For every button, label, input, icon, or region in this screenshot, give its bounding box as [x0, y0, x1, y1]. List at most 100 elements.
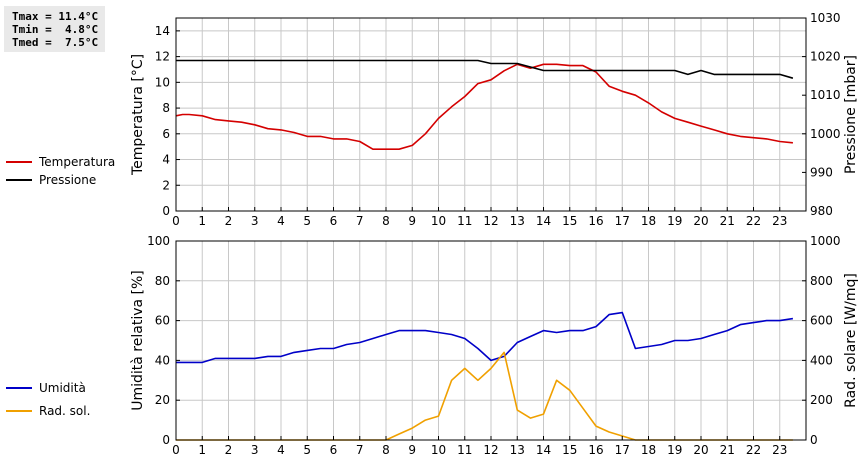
x-tick-label: 14: [536, 214, 551, 228]
legend-label-humidity: Umidità: [39, 381, 86, 395]
x-tick-label: 22: [746, 443, 761, 457]
legend-swatch-radiation: [6, 410, 32, 412]
x-tick-label: 20: [693, 214, 708, 228]
y2-tick-label: 1030: [810, 11, 841, 25]
y-tick-label: 0: [162, 204, 170, 218]
x-tick-label: 2: [225, 214, 233, 228]
y-tick-label: 6: [162, 127, 170, 141]
x-tick-label: 11: [457, 214, 472, 228]
x-tick-label: 4: [277, 443, 285, 457]
x-tick-label: 9: [408, 214, 416, 228]
y-axis-title: Umidità relativa [%]: [130, 270, 146, 411]
y-tick-label: 10: [155, 75, 170, 89]
x-tick-label: 23: [772, 443, 787, 457]
series-line-umidit: [176, 311, 794, 364]
x-tick-label: 19: [667, 214, 682, 228]
x-tick-label: 12: [483, 214, 498, 228]
x-tick-label: 18: [641, 443, 656, 457]
legend-swatch-pressure: [6, 179, 32, 181]
y-tick-label: 80: [155, 274, 170, 288]
stat-tmax: Tmax = 11.4°C: [12, 10, 99, 23]
y2-axis-title: Rad. solare [W/mq]: [843, 273, 859, 408]
x-tick-label: 10: [431, 214, 446, 228]
legend-item-temperature: Temperatura: [6, 154, 146, 170]
x-tick-label: 16: [588, 214, 603, 228]
x-tick-label: 3: [251, 443, 259, 457]
y2-axis-title: Pressione [mbar]: [843, 55, 859, 174]
y2-tick-label: 1010: [810, 88, 841, 102]
y2-tick-label: 1000: [810, 127, 841, 141]
x-tick-label: 23: [772, 214, 787, 228]
x-tick-label: 4: [277, 214, 285, 228]
x-tick-label: 5: [303, 214, 311, 228]
y2-tick-label: 980: [810, 204, 833, 218]
y2-tick-label: 1000: [810, 234, 841, 248]
series-line-pressione: [176, 59, 794, 79]
x-tick-label: 22: [746, 214, 761, 228]
x-tick-label: 1: [198, 214, 206, 228]
x-tick-label: 6: [330, 443, 338, 457]
x-tick-label: 1: [198, 443, 206, 457]
y2-tick-label: 0: [810, 433, 818, 447]
y-tick-label: 12: [155, 50, 170, 64]
y-tick-label: 20: [155, 393, 170, 407]
x-tick-label: 8: [382, 443, 390, 457]
series-line-rad-sol: [176, 351, 793, 441]
x-tick-label: 5: [303, 443, 311, 457]
y-tick-label: 0: [162, 433, 170, 447]
x-tick-label: 12: [483, 443, 498, 457]
x-tick-label: 11: [457, 443, 472, 457]
legend-item-pressure: Pressione: [6, 172, 146, 188]
chart-panel-1: 0 1 2 3 4 5 6 7 8 9 10 11 12 13 14 15 16 17 18 19 20 21 22 2302…: [130, 234, 859, 457]
y2-tick-label: 990: [810, 165, 833, 179]
legend-label-radiation: Rad. sol.: [39, 404, 91, 418]
x-tick-label: 15: [562, 214, 577, 228]
y-tick-label: 100: [147, 234, 170, 248]
legend-item-humidity: Umidità: [6, 380, 146, 396]
y2-tick-label: 400: [810, 353, 833, 367]
x-tick-label: 3: [251, 214, 259, 228]
legend-label-temperature: Temperatura: [39, 155, 116, 169]
chart-panel-0: 0 1 2 3 4 5 6 7 8 9 10 11 12 13 14 15 16 17 18 19 20 21 22 2302…: [130, 11, 859, 228]
y2-tick-label: 600: [810, 314, 833, 328]
y-tick-label: 4: [162, 153, 170, 167]
y2-tick-label: 1020: [810, 50, 841, 64]
y2-tick-label: 800: [810, 274, 833, 288]
legend-swatch-humidity: [6, 387, 32, 389]
x-tick-label: 13: [510, 443, 525, 457]
x-tick-label: 17: [615, 214, 630, 228]
y-tick-label: 60: [155, 314, 170, 328]
stats-box: Tmax = 11.4°C Tmin = 4.8°C Tmed = 7.5°C: [4, 6, 105, 52]
y-tick-label: 2: [162, 178, 170, 192]
y2-tick-label: 200: [810, 393, 833, 407]
y-axis-title: Temperatura [°C]: [130, 54, 146, 176]
y-tick-label: 8: [162, 101, 170, 115]
y-tick-label: 14: [155, 24, 170, 38]
x-tick-label: 0: [172, 214, 180, 228]
stat-tmed: Tmed = 7.5°C: [12, 36, 99, 49]
x-tick-label: 18: [641, 214, 656, 228]
x-tick-label: 9: [408, 443, 416, 457]
x-tick-label: 16: [588, 443, 603, 457]
x-tick-label: 14: [536, 443, 551, 457]
x-tick-label: 15: [562, 443, 577, 457]
legend-swatch-temperature: [6, 161, 32, 163]
x-tick-label: 8: [382, 214, 390, 228]
x-tick-label: 20: [693, 443, 708, 457]
x-tick-label: 21: [720, 214, 735, 228]
x-tick-label: 7: [356, 443, 364, 457]
y-tick-label: 40: [155, 353, 170, 367]
legend-label-pressure: Pressione: [39, 173, 97, 187]
legend-item-radiation: Rad. sol.: [6, 403, 146, 419]
x-tick-label: 7: [356, 214, 364, 228]
x-tick-label: 0: [172, 443, 180, 457]
x-tick-label: 17: [615, 443, 630, 457]
stat-tmin: Tmin = 4.8°C: [12, 23, 99, 36]
x-tick-label: 6: [330, 214, 338, 228]
x-tick-label: 13: [510, 214, 525, 228]
x-tick-label: 19: [667, 443, 682, 457]
x-tick-label: 21: [720, 443, 735, 457]
series-line-temperatura: [175, 63, 793, 150]
x-tick-label: 2: [225, 443, 233, 457]
